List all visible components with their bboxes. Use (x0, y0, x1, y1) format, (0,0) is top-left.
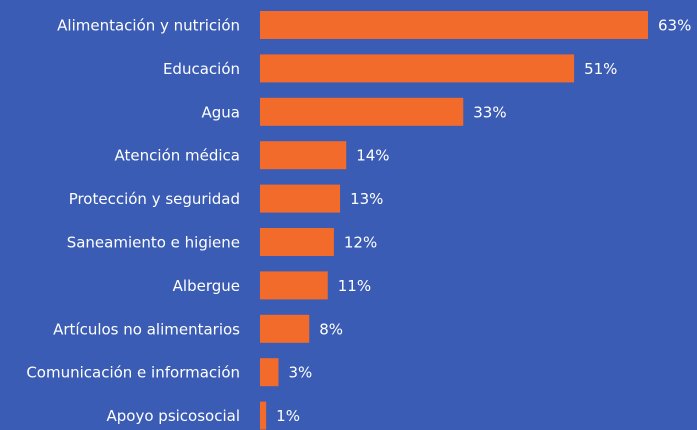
bar (260, 54, 575, 83)
bar (260, 228, 334, 256)
value-label: 11% (338, 277, 371, 295)
bar (260, 141, 347, 170)
bar (260, 97, 464, 126)
bar (260, 314, 310, 343)
category-label: Albergue (173, 277, 240, 295)
value-label: 13% (350, 190, 383, 208)
value-label: 1% (276, 407, 300, 425)
value-label: 14% (356, 147, 389, 165)
category-label: Alimentación y nutrición (57, 17, 240, 35)
category-label: Saneamiento e higiene (67, 234, 240, 252)
bar (260, 11, 648, 39)
bar (260, 184, 341, 213)
value-label: 8% (319, 320, 343, 338)
bar (260, 271, 328, 300)
bar (260, 358, 279, 387)
value-label: 33% (473, 103, 506, 121)
category-label: Comunicación e información (26, 364, 240, 382)
category-label: Artículos no alimentarios (53, 320, 240, 338)
value-label: 3% (288, 364, 312, 382)
category-label: Educación (163, 60, 240, 78)
bar (260, 401, 267, 430)
category-label: Protección y seguridad (69, 190, 240, 208)
category-label: Agua (202, 103, 240, 121)
value-label: 12% (344, 234, 377, 252)
value-label: 63% (658, 17, 691, 35)
category-label: Apoyo psicosocial (107, 407, 240, 425)
value-label: 51% (584, 60, 617, 78)
category-label: Atención médica (115, 147, 240, 165)
